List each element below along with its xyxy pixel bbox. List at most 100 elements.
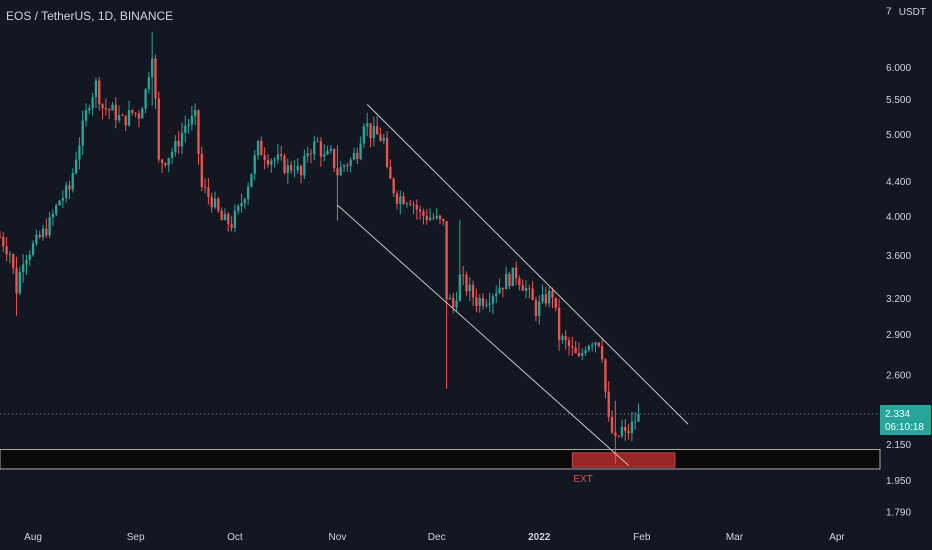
candle-body bbox=[349, 159, 352, 166]
candle-body bbox=[18, 271, 22, 294]
candle-body bbox=[197, 110, 200, 154]
candle-body bbox=[114, 104, 117, 121]
candle-body bbox=[505, 274, 508, 290]
candle-body bbox=[12, 254, 15, 269]
candle-body bbox=[220, 210, 223, 221]
candle-body bbox=[22, 264, 25, 272]
candle-body bbox=[263, 155, 266, 160]
candle-body bbox=[253, 155, 256, 174]
candle-body bbox=[514, 267, 518, 279]
candle-body bbox=[289, 165, 293, 171]
candle-body bbox=[409, 203, 412, 205]
candle-body bbox=[283, 156, 286, 173]
candle-body bbox=[518, 278, 521, 286]
candle-body bbox=[127, 109, 131, 126]
candle-body bbox=[31, 243, 35, 255]
candle-body bbox=[144, 89, 147, 109]
x-tick-label: Dec bbox=[428, 532, 446, 543]
candle-body bbox=[465, 274, 468, 292]
candle-body bbox=[528, 287, 531, 289]
candle-body bbox=[462, 274, 465, 276]
candle-body bbox=[227, 214, 230, 225]
candle-body bbox=[359, 143, 362, 159]
candle-body bbox=[276, 154, 280, 160]
candle-body bbox=[243, 199, 246, 204]
candle-body bbox=[78, 145, 81, 160]
candle-body bbox=[177, 140, 180, 147]
candle-body bbox=[342, 165, 346, 167]
candle-body bbox=[280, 154, 283, 157]
channel-upper-line bbox=[366, 104, 689, 425]
candle-body bbox=[88, 108, 91, 111]
candle-body bbox=[111, 104, 114, 111]
candle-body bbox=[147, 77, 151, 90]
candle-body bbox=[41, 228, 45, 238]
candle-body bbox=[422, 211, 425, 216]
candle-body bbox=[630, 421, 634, 434]
candle-body bbox=[352, 152, 356, 160]
candle-body bbox=[84, 110, 88, 121]
candle-body bbox=[435, 215, 438, 218]
candle-body bbox=[544, 294, 548, 304]
candle-body bbox=[151, 58, 154, 78]
candle-body bbox=[458, 274, 462, 301]
candle-body bbox=[230, 224, 233, 228]
candle-body bbox=[382, 137, 385, 141]
candle-body bbox=[332, 148, 336, 169]
price-label-countdown: 06:10:18 bbox=[885, 422, 924, 433]
candle-body bbox=[303, 156, 306, 176]
candle-body bbox=[521, 285, 524, 291]
candle-body bbox=[402, 196, 405, 205]
y-tick-label: 3.600 bbox=[886, 251, 911, 262]
candle-body bbox=[157, 98, 160, 160]
candle-body bbox=[124, 115, 127, 126]
y-tick-label: 4.400 bbox=[886, 177, 911, 188]
candle-body bbox=[71, 173, 74, 190]
candle-body bbox=[617, 435, 620, 437]
candle-body bbox=[141, 108, 144, 119]
support-zone bbox=[0, 448, 881, 470]
candle-body bbox=[604, 359, 607, 392]
candle-body bbox=[5, 246, 8, 255]
candle-body bbox=[481, 298, 485, 306]
candle-body bbox=[395, 193, 399, 204]
candle-body bbox=[217, 198, 220, 211]
candle-body bbox=[591, 344, 594, 347]
y-tick-label: 2.150 bbox=[886, 440, 911, 451]
candle-body bbox=[581, 353, 584, 356]
candle-body bbox=[511, 267, 514, 287]
candle-body bbox=[154, 58, 157, 99]
candle-body bbox=[634, 421, 637, 423]
y-tick-label: 7 bbox=[886, 6, 892, 17]
candle-body bbox=[167, 157, 170, 166]
candle-body bbox=[392, 178, 395, 194]
candle-body bbox=[385, 137, 389, 168]
candle-body bbox=[237, 206, 240, 211]
candle-body bbox=[207, 187, 210, 197]
candle-body bbox=[438, 215, 442, 220]
candle-body bbox=[366, 123, 369, 127]
candle-body bbox=[98, 80, 101, 105]
candle-body bbox=[313, 141, 316, 155]
candle-body bbox=[68, 185, 71, 190]
x-tick-label: Oct bbox=[227, 532, 243, 543]
y-tick-label: 2.900 bbox=[886, 330, 911, 341]
candle-body bbox=[319, 141, 323, 157]
candle-body bbox=[597, 342, 600, 347]
candle-body bbox=[584, 350, 587, 354]
candle-body bbox=[45, 228, 48, 236]
symbol-title: EOS / TetherUS, 1D, BINANCE bbox=[6, 9, 174, 23]
candle-body bbox=[587, 346, 591, 351]
candle-body bbox=[375, 125, 379, 135]
candle-body bbox=[432, 217, 435, 219]
candle-body bbox=[478, 298, 481, 306]
candle-body bbox=[316, 141, 319, 142]
candle-body bbox=[0, 236, 2, 238]
candle-body bbox=[299, 165, 303, 176]
candle-body bbox=[624, 426, 627, 432]
price-unit-label: USDT bbox=[898, 7, 926, 18]
y-tick-label: 6.000 bbox=[886, 63, 911, 74]
candle-body bbox=[51, 213, 55, 218]
